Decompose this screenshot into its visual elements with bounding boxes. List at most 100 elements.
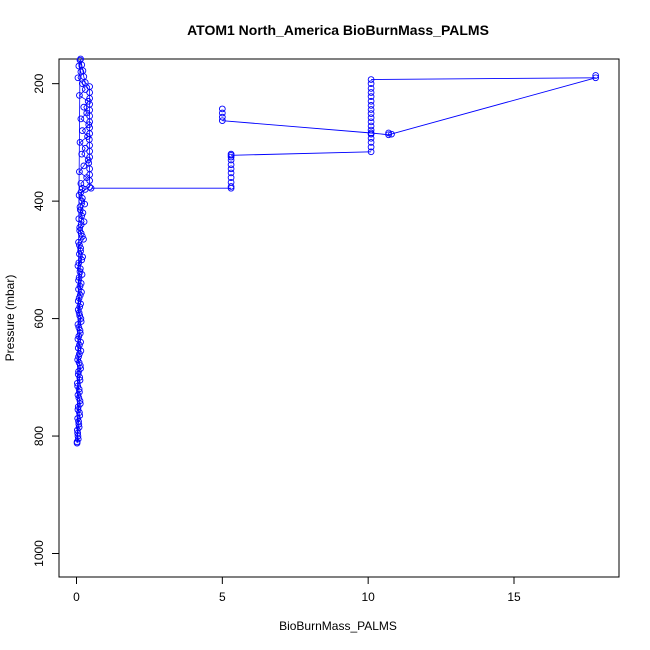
data-point [78,184,86,192]
data-point [74,406,82,413]
data-point [367,129,375,137]
data-point [367,97,375,105]
data-point [227,165,235,173]
data-point [85,121,93,129]
data-point [227,174,235,181]
plot-frame [58,58,620,578]
data-point [76,376,84,384]
data-point [367,106,375,113]
data-point [80,162,88,170]
data-point [76,168,83,176]
data-point [79,253,86,261]
data-point [76,291,84,299]
series-line-segment [371,77,596,81]
data-point [76,241,83,249]
data-point [76,206,84,214]
data-point [218,109,226,117]
data-point [78,271,86,278]
x-axis: 0 5 10 15 [73,576,521,604]
data-point [76,388,83,396]
data-point [74,306,82,314]
data-point [75,324,83,331]
data-point [74,382,82,390]
data-point [73,439,81,447]
data-point [86,83,93,90]
y-axis-label: Pressure (mbar) [3,275,17,362]
data-point [592,72,600,79]
data-point [75,259,83,267]
data-point [367,89,375,96]
data-point [227,169,235,177]
data-point [77,55,84,63]
data-point [75,238,82,246]
data-point [592,74,600,82]
data-point [367,143,375,151]
y-axis: 200 400 600 800 1000 [32,73,60,567]
data-point [76,92,83,99]
series-line-segment [388,77,596,136]
data-point [218,105,226,113]
y-tick-label: 600 [32,308,46,328]
data-point [367,118,375,126]
data-point [367,114,375,122]
data-point [367,76,375,83]
data-point [75,277,82,284]
data-point [367,80,375,88]
x-tick-label: 0 [73,590,80,604]
data-point [76,326,84,334]
data-point [80,218,88,226]
y-tick-label: 800 [32,426,46,446]
data-point [75,353,82,361]
data-point [77,180,85,187]
data-point [367,93,375,100]
data-point [227,178,235,186]
data-point [76,139,84,146]
data-point [86,183,93,191]
data-point [367,139,375,146]
data-point [77,315,85,322]
data-point [76,203,84,211]
data-point [78,233,86,240]
data-point [367,148,375,156]
y-tick-label: 400 [32,191,46,211]
data-point [78,80,86,88]
chart-title: ATOM1 North_America BioBurnMass_PALMS [187,22,489,38]
data-point [227,161,235,169]
data-point [76,362,84,369]
data-point [74,371,82,378]
data-point [367,102,375,109]
data-point [81,200,89,208]
data-point [388,130,395,138]
y-tick-label: 200 [32,73,46,93]
data-point [76,412,84,419]
data-point [77,244,84,252]
data-point [80,103,88,111]
data-point [385,131,392,139]
data-point [78,127,86,135]
x-axis-label: BioBurnMass_PALMS [279,619,397,633]
data-point [227,151,235,159]
data-point [218,117,226,125]
data-point [74,335,82,343]
data-point [78,150,86,158]
x-tick-label: 10 [361,590,375,604]
data-point [77,115,85,123]
series-points [73,55,600,447]
data-point [77,188,85,196]
data-point [218,113,226,121]
x-tick-label: 5 [219,590,226,604]
data-point [367,126,375,134]
data-point [76,397,84,405]
data-point [75,294,83,302]
data-point [227,183,235,190]
data-point [367,134,375,142]
data-point [227,153,235,161]
data-point [367,122,375,130]
series-lines [76,58,596,444]
data-point [367,85,375,92]
data-point [367,110,375,117]
data-point [76,224,84,231]
x-tick-label: 15 [507,590,521,604]
series-line-segment [231,151,372,156]
